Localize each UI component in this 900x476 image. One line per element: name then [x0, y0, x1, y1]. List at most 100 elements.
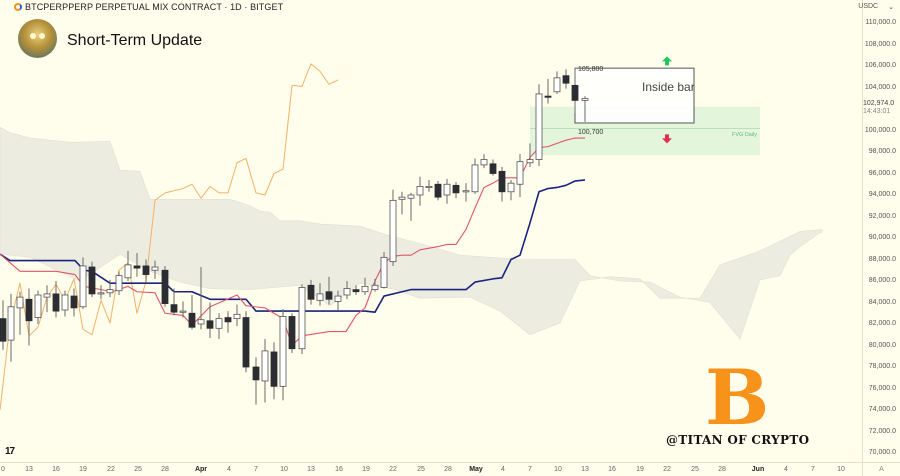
arrow-down-icon [662, 134, 672, 144]
bullish-candle[interactable] [233, 313, 241, 320]
bearish-candle[interactable] [288, 316, 296, 350]
bullish-candle[interactable] [416, 185, 424, 196]
bearish-candle[interactable] [88, 266, 96, 295]
time-tick-label: 19 [636, 466, 644, 473]
bearish-candle[interactable] [452, 184, 460, 194]
bullish-candle[interactable] [106, 289, 114, 294]
bullish-candle[interactable] [443, 183, 451, 196]
time-tick-label: Jun [751, 466, 765, 473]
price-tick-label: 108,000.0 [864, 40, 896, 48]
bearish-candle[interactable] [52, 293, 60, 312]
bearish-candle[interactable] [161, 269, 169, 304]
time-tick-label: 25 [417, 466, 425, 473]
bullish-candle[interactable] [389, 199, 397, 263]
time-tick-label: 4 [227, 466, 231, 473]
bullish-candle[interactable] [197, 319, 205, 325]
bullish-candle[interactable] [124, 264, 132, 279]
price-scale[interactable]: USDC ⌄ 110,000.0 108,000.0 106,000.0 104,00… [858, 0, 900, 462]
inside-bar-box[interactable] [574, 67, 695, 124]
bullish-candle[interactable] [581, 98, 589, 101]
bearish-candle[interactable] [0, 318, 7, 342]
bullish-candle[interactable] [507, 182, 515, 193]
bearish-candle[interactable] [133, 265, 141, 269]
time-tick-label: 28 [161, 466, 169, 473]
bearish-candle[interactable] [307, 284, 315, 300]
last-price-marker: 102,974.0 14:43:01 [863, 100, 897, 116]
price-tick-label: 100,000.0 [864, 126, 896, 134]
bullish-candle[interactable] [361, 285, 369, 293]
bearish-candle[interactable] [352, 289, 360, 293]
bearish-candle[interactable] [170, 304, 178, 313]
bullish-candle[interactable] [115, 275, 123, 292]
bearish-candle[interactable] [70, 295, 78, 309]
author-avatar [18, 19, 57, 58]
bullish-candle[interactable] [261, 350, 269, 382]
bearish-candle[interactable] [325, 291, 333, 300]
time-axis[interactable]: 0 13 16 19 22 25 28 Apr 4 7 10 13 16 19 22 25 28 May 4 7 10 1… [0, 462, 862, 476]
bullish-candle[interactable] [462, 190, 470, 193]
bullish-candle[interactable] [43, 293, 51, 298]
price-tick-label: 80,000.0 [868, 341, 896, 349]
price-tick-label: 98,000.0 [868, 148, 896, 155]
avatar-eye-icon [39, 33, 45, 39]
bullish-candle[interactable] [279, 316, 287, 387]
bullish-candle[interactable] [398, 196, 406, 200]
bullish-candle[interactable] [480, 159, 488, 166]
bullish-candle[interactable] [298, 287, 306, 350]
price-tick-label: 70,000.0 [868, 449, 896, 456]
bullish-candle[interactable] [380, 256, 388, 288]
bullish-candle[interactable] [526, 159, 534, 164]
bullish-candle[interactable] [34, 294, 42, 318]
bearish-candle[interactable] [252, 366, 260, 381]
bearish-candle[interactable] [188, 312, 196, 328]
bullish-candle[interactable] [553, 77, 561, 93]
time-tick-label: 16 [335, 466, 343, 473]
bullish-candle[interactable] [425, 185, 433, 188]
bullish-candle[interactable] [316, 293, 324, 301]
price-tick-label: 86,000.0 [868, 277, 896, 284]
bullish-candle[interactable] [334, 295, 342, 302]
currency-selector[interactable]: USDC ⌄ [858, 3, 894, 11]
bullish-candle[interactable] [371, 284, 379, 290]
exchange-logo-icon [14, 3, 22, 11]
bullish-candle[interactable] [7, 306, 15, 341]
time-tick-label: 10 [280, 466, 288, 473]
symbol-header[interactable]: BTCPERPPERP PERPETUAL MIX CONTRACT · 1D … [14, 2, 283, 12]
bearish-candle[interactable] [571, 84, 579, 101]
bearish-candle[interactable] [25, 298, 33, 322]
low-level-label: 100,700 [578, 129, 604, 136]
bearish-candle[interactable] [489, 163, 497, 174]
bearish-candle[interactable] [498, 170, 506, 193]
bullish-candle[interactable] [516, 161, 524, 185]
bullish-candle[interactable] [16, 296, 24, 309]
currency-label: USDC [858, 3, 879, 10]
price-tick-label: 88,000.0 [868, 255, 896, 263]
bullish-candle[interactable] [151, 266, 159, 271]
bearish-candle[interactable] [224, 317, 232, 323]
bullish-candle[interactable] [407, 194, 415, 199]
bullish-candle[interactable] [471, 164, 479, 193]
price-tick-label: 92,000.0 [868, 212, 896, 220]
price-tick-label: 78,000.0 [868, 363, 896, 370]
auto-scale-toggle[interactable]: A [862, 462, 900, 476]
bullish-candle[interactable] [535, 93, 543, 160]
bearish-candle[interactable] [562, 75, 570, 84]
bullish-candle[interactable] [215, 318, 223, 329]
bearish-candle[interactable] [270, 351, 278, 387]
last-price-value: 102,974.0 [863, 100, 895, 107]
bearish-candle[interactable] [142, 265, 150, 275]
bullish-candle[interactable] [97, 292, 105, 295]
price-tick-label: 84,000.0 [868, 298, 896, 306]
bitcoin-logo-icon: B [705, 353, 770, 442]
bearish-candle[interactable] [206, 320, 214, 329]
bullish-candle[interactable] [179, 310, 187, 313]
bearish-candle[interactable] [544, 95, 552, 98]
bullish-candle[interactable] [343, 288, 351, 296]
tradingview-logo-icon[interactable]: 17 [5, 446, 15, 457]
bullish-candle[interactable] [79, 265, 87, 308]
bearish-candle[interactable] [242, 317, 250, 368]
bearish-candle[interactable] [434, 183, 442, 198]
bar-countdown: 14:43:01 [863, 108, 891, 115]
bullish-candle[interactable] [61, 294, 69, 311]
